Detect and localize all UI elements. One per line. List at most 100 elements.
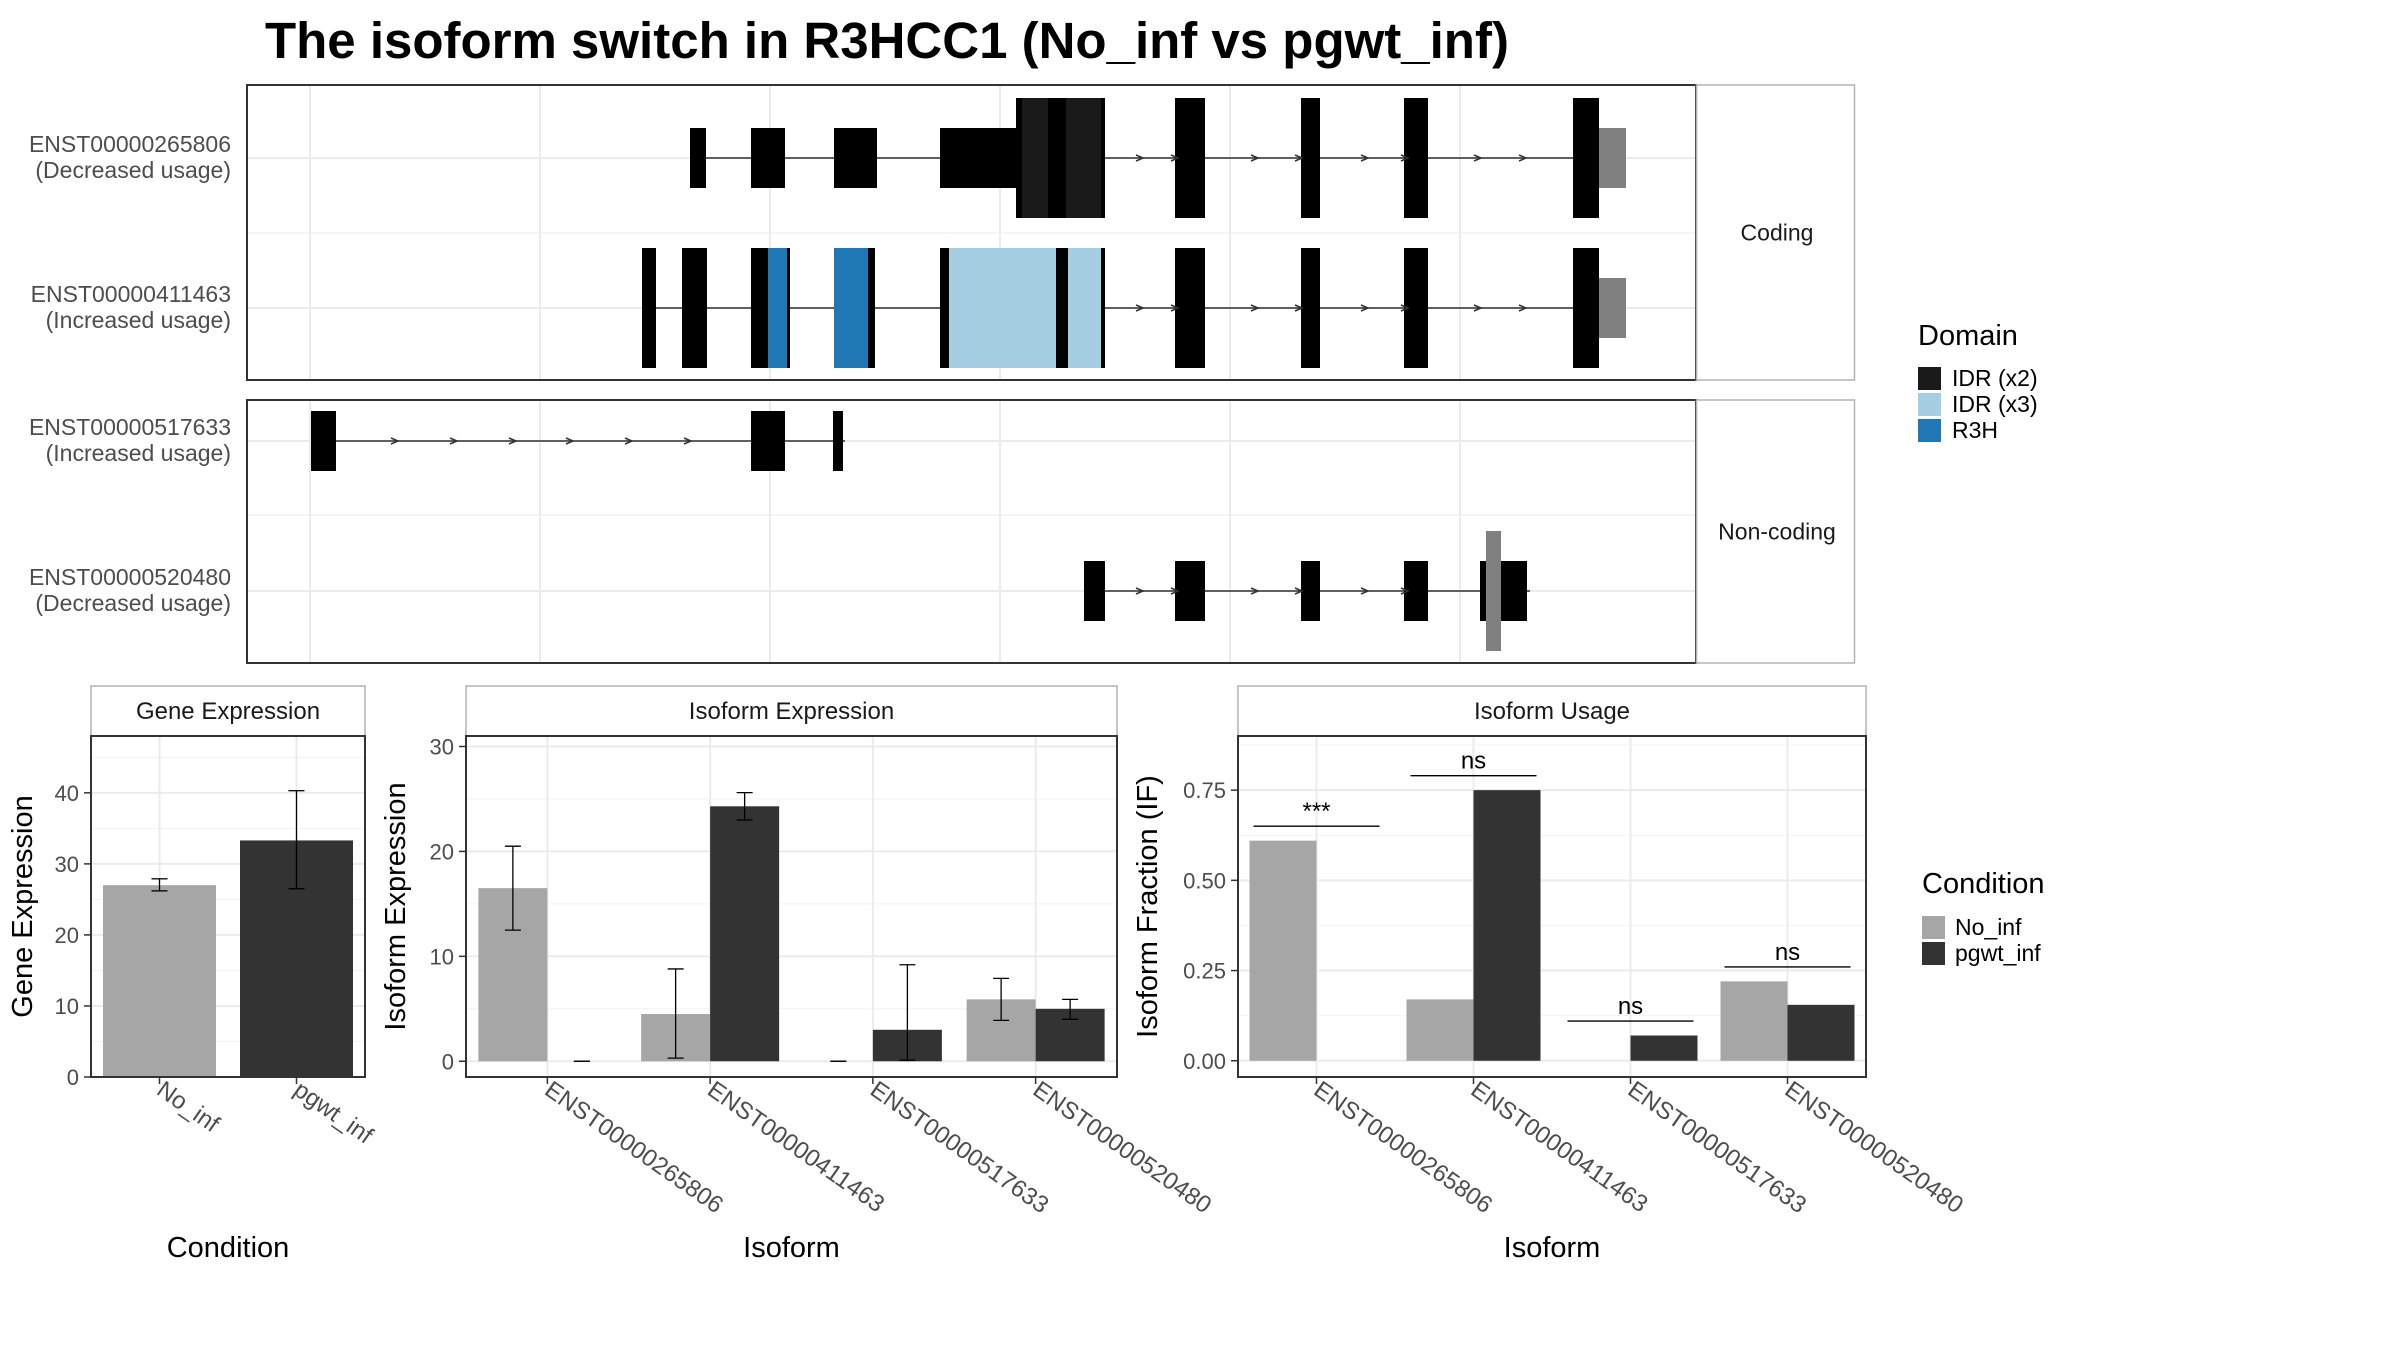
x-tick-label: ENST00000517633 — [865, 1076, 1053, 1219]
exon — [1573, 98, 1599, 218]
exon — [1084, 561, 1105, 621]
x-axis-title: Condition — [167, 1232, 290, 1264]
bar — [1406, 999, 1474, 1061]
bar — [1787, 1004, 1855, 1061]
idr-x2-domain — [1022, 98, 1048, 218]
bar — [710, 806, 780, 1062]
direction-arrow — [1250, 154, 1260, 162]
direction-arrow — [1400, 304, 1410, 312]
y-tick-label: 30 — [430, 734, 454, 759]
condition-legend-swatch — [1922, 916, 1945, 939]
utr-exon — [1599, 128, 1626, 188]
isoform-expression-chart: Isoform Expression 0 10 20 30 ENST00000265806… — [380, 685, 1216, 1264]
panel-strip — [90, 685, 366, 737]
exon — [682, 248, 707, 368]
x-tick-label: pgwt_inf — [289, 1076, 378, 1150]
direction-arrow — [1518, 154, 1528, 162]
y-tick-label: 0.75 — [1183, 778, 1226, 803]
x-axis-title: Isoform — [743, 1232, 840, 1264]
direction-arrow — [1360, 154, 1370, 162]
y-axis-title: Isoform Expression — [380, 782, 412, 1030]
x-axis-title: Isoform — [1504, 1232, 1601, 1264]
r3h-domain — [834, 248, 868, 368]
significance-label: ns — [1775, 939, 1800, 966]
direction-arrow — [1170, 154, 1180, 162]
panel-strip — [465, 685, 1118, 737]
exon — [833, 411, 843, 471]
direction-arrow — [1360, 587, 1370, 595]
y-tick-label: 0.25 — [1183, 959, 1226, 984]
direction-arrow — [1473, 154, 1483, 162]
facet-strip — [1695, 84, 1856, 381]
domain-legend-swatch — [1918, 367, 1941, 390]
exon — [1301, 561, 1320, 621]
x-tick-label: ENST00000411463 — [702, 1076, 889, 1218]
direction-arrow — [508, 437, 518, 445]
direction-arrow — [1360, 304, 1370, 312]
exon — [940, 128, 1016, 188]
y-tick-label: 0.50 — [1183, 868, 1226, 893]
transcript-status-label: (Decreased usage) — [35, 157, 231, 183]
exon — [751, 128, 785, 188]
exon-tall — [1486, 531, 1501, 651]
y-tick-label: 10 — [430, 944, 454, 969]
bar — [1473, 790, 1541, 1061]
domain-legend-title: Domain — [1918, 320, 2018, 352]
exon — [1175, 248, 1205, 368]
gene-expression-chart: Gene Expression 0 10 20 30 40 No_inf pgwt_inf Co… — [7, 685, 378, 1264]
y-axis-title: Isoform Fraction (IF) — [1132, 775, 1164, 1038]
transcript-id-label: ENST00000411463 — [31, 281, 231, 307]
panel-border — [90, 735, 366, 1078]
y-tick-label: 0 — [442, 1049, 454, 1074]
condition-legend-label: No_inf — [1955, 914, 2022, 940]
exon — [690, 128, 706, 188]
significance-label: ns — [1618, 993, 1643, 1020]
exon — [1301, 98, 1320, 218]
transcript-status-label: (Increased usage) — [46, 307, 231, 333]
significance-label: *** — [1302, 798, 1330, 825]
y-tick-label: 0.00 — [1183, 1049, 1226, 1074]
transcript-id-label: ENST00000517633 — [29, 414, 231, 440]
y-tick-label: 20 — [430, 839, 454, 864]
isoform-usage-chart: Isoform Usage***nsnsns0.000.250.500.75EN… — [1132, 685, 1968, 1264]
direction-arrow — [1250, 304, 1260, 312]
panel-strip-title: Isoform Expression — [689, 698, 894, 725]
facet-strip — [1695, 399, 1856, 664]
exon — [642, 248, 656, 368]
y-tick-label: 30 — [55, 852, 79, 877]
direction-arrow — [1473, 304, 1483, 312]
panel-strip-title: Isoform Usage — [1474, 698, 1630, 725]
exon — [1175, 561, 1205, 621]
direction-arrow — [1250, 587, 1260, 595]
condition-legend-title: Condition — [1922, 868, 2045, 900]
exon — [1301, 248, 1320, 368]
condition-legend-swatch — [1922, 942, 1945, 965]
y-tick-label: 40 — [55, 781, 79, 806]
domain-legend: Domain IDR (x2)IDR (x3)R3H — [1918, 320, 2038, 443]
domain-legend-swatch — [1918, 393, 1941, 416]
direction-arrow — [624, 437, 634, 445]
y-axis-title: Gene Expression — [7, 795, 39, 1017]
idr-x2-domain — [1066, 98, 1101, 218]
direction-arrow — [390, 437, 400, 445]
transcript-structure-panel: CodingNon-codingENST00000265806(Decrease… — [29, 84, 1856, 664]
domain-legend-swatch — [1918, 419, 1941, 442]
direction-arrow — [1518, 304, 1528, 312]
transcript-id-label: ENST00000520480 — [29, 564, 231, 590]
exon — [751, 411, 785, 471]
exon — [834, 128, 877, 188]
bar — [103, 885, 216, 1077]
direction-arrow — [1294, 587, 1304, 595]
figure-title: The isoform switch in R3HCC1 (No_inf vs … — [265, 12, 1509, 69]
transcript-status-label: (Increased usage) — [46, 440, 231, 466]
utr-exon — [1599, 278, 1626, 338]
idr-x3-domain — [949, 248, 1056, 368]
panel-strip — [1237, 685, 1867, 737]
condition-legend-label: pgwt_inf — [1955, 940, 2041, 966]
direction-arrow — [683, 437, 693, 445]
significance-label: ns — [1461, 748, 1486, 775]
x-tick-label: ENST00000520480 — [1028, 1076, 1216, 1219]
r3h-domain — [768, 248, 787, 368]
direction-arrow — [1170, 587, 1180, 595]
